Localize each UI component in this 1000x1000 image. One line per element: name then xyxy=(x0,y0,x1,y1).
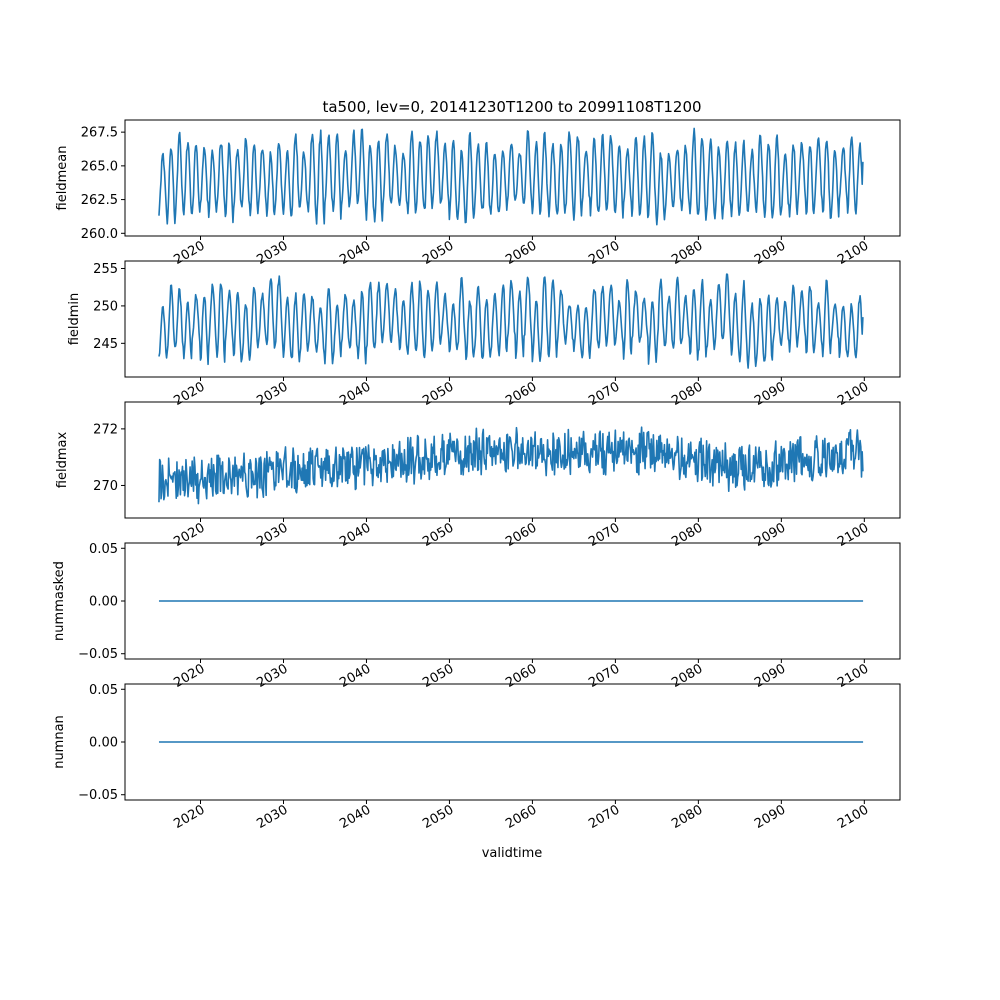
axes-frame-fieldmax xyxy=(124,401,901,519)
x-tick-label: 2100 xyxy=(835,520,871,550)
x-tick-label: 2030 xyxy=(254,238,290,268)
x-tick-label: 2040 xyxy=(337,661,373,691)
y-tick-label-nummasked: −0.05 xyxy=(78,647,118,662)
y-tick-label-fieldmin: 250 xyxy=(93,299,118,314)
y-tick-label-nummasked: 0.00 xyxy=(89,595,118,610)
x-tick-label: 2060 xyxy=(503,379,539,409)
x-tick-label: 2020 xyxy=(171,520,207,550)
panel-nummasked: −0.05 0.00 0.05 nummasked 2020 2030 2040 2050 20… xyxy=(52,542,901,691)
panels-layer: 260.0 262.5 265.0 267.5 fieldmean 2020 2030 204… xyxy=(52,119,901,832)
x-tick-label: 2080 xyxy=(669,520,705,550)
panel-numnan: −0.05 0.00 0.05 numnan 2020 2030 2040 2050 2060 2… xyxy=(52,683,901,832)
x-tick-label: 2070 xyxy=(586,379,622,409)
x-tick-label: 2030 xyxy=(254,379,290,409)
y-tick-label-fieldmean: 260.0 xyxy=(81,227,118,242)
x-tick-label: 2020 xyxy=(171,661,207,691)
axes-frame-fieldmin xyxy=(124,260,901,378)
y-tick-label-numnan: −0.05 xyxy=(78,788,118,803)
x-tick-label: 2060 xyxy=(503,802,539,832)
x-tick-label: 2070 xyxy=(586,238,622,268)
x-tick-label: 2050 xyxy=(420,238,456,268)
x-tick-label: 2090 xyxy=(752,379,788,409)
x-tick-label: 2050 xyxy=(420,520,456,550)
y-tick-label-fieldmax: 270 xyxy=(93,479,118,494)
axes-frame-fieldmean xyxy=(124,119,901,237)
x-tick-label: 2020 xyxy=(171,379,207,409)
x-tick-label: 2030 xyxy=(254,661,290,691)
y-tick-label-numnan: 0.00 xyxy=(89,736,118,751)
y-axis-label-fieldmax: fieldmax xyxy=(55,432,70,489)
x-tick-label: 2090 xyxy=(752,238,788,268)
x-tick-label: 2080 xyxy=(669,802,705,832)
x-tick-label: 2090 xyxy=(752,661,788,691)
panel-fieldmin: 245 250 255 fieldmin 2020 2030 2040 2050 2060 207… xyxy=(67,260,901,409)
x-tick-label: 2030 xyxy=(254,802,290,832)
x-tick-label: 2070 xyxy=(586,661,622,691)
x-tick-label: 2060 xyxy=(503,520,539,550)
series-line-fieldmin xyxy=(158,273,864,369)
x-tick-label: 2050 xyxy=(420,802,456,832)
x-tick-label: 2020 xyxy=(171,238,207,268)
y-tick-label-fieldmean: 267.5 xyxy=(81,126,118,141)
x-tick-label: 2070 xyxy=(586,520,622,550)
y-tick-label-fieldmax: 272 xyxy=(93,422,118,437)
x-tick-label: 2040 xyxy=(337,520,373,550)
series-line-fieldmax xyxy=(158,426,864,505)
panel-fieldmean: 260.0 262.5 265.0 267.5 fieldmean 2020 2030 204… xyxy=(55,119,901,268)
y-axis-label-nummasked: nummasked xyxy=(52,561,67,641)
x-tick-label: 2030 xyxy=(254,520,290,550)
x-tick-label: 2100 xyxy=(835,661,871,691)
x-tick-label: 2040 xyxy=(337,379,373,409)
x-tick-label: 2050 xyxy=(420,379,456,409)
chart-title: ta500, lev=0, 20141230T1200 to 20991108T… xyxy=(322,98,701,116)
y-axis-label-numnan: numnan xyxy=(52,715,67,769)
x-tick-label: 2100 xyxy=(835,802,871,832)
y-tick-label-nummasked: 0.05 xyxy=(89,542,118,557)
y-axis-label-fieldmean: fieldmean xyxy=(55,146,70,211)
x-tick-label: 2080 xyxy=(669,661,705,691)
y-tick-label-numnan: 0.05 xyxy=(89,683,118,698)
y-tick-label-fieldmean: 262.5 xyxy=(81,193,118,208)
x-tick-label: 2060 xyxy=(503,661,539,691)
y-tick-label-fieldmin: 245 xyxy=(93,337,118,352)
x-axis-label: validtime xyxy=(482,846,543,861)
x-tick-label: 2020 xyxy=(171,802,207,832)
series-line-fieldmean xyxy=(158,127,864,226)
x-tick-label: 2100 xyxy=(835,238,871,268)
x-tick-label: 2090 xyxy=(752,802,788,832)
x-tick-label: 2060 xyxy=(503,238,539,268)
y-tick-label-fieldmean: 265.0 xyxy=(81,159,118,174)
x-tick-label: 2080 xyxy=(669,379,705,409)
x-tick-label: 2050 xyxy=(420,661,456,691)
x-tick-label: 2040 xyxy=(337,238,373,268)
y-axis-label-fieldmin: fieldmin xyxy=(67,293,82,346)
x-tick-label: 2090 xyxy=(752,520,788,550)
y-tick-label-fieldmin: 255 xyxy=(93,262,118,277)
x-tick-label: 2040 xyxy=(337,802,373,832)
x-tick-label: 2100 xyxy=(835,379,871,409)
x-tick-label: 2080 xyxy=(669,238,705,268)
x-tick-label: 2070 xyxy=(586,802,622,832)
panel-fieldmax: 270 272 fieldmax 2020 2030 2040 2050 2060 2070 20… xyxy=(55,401,901,550)
